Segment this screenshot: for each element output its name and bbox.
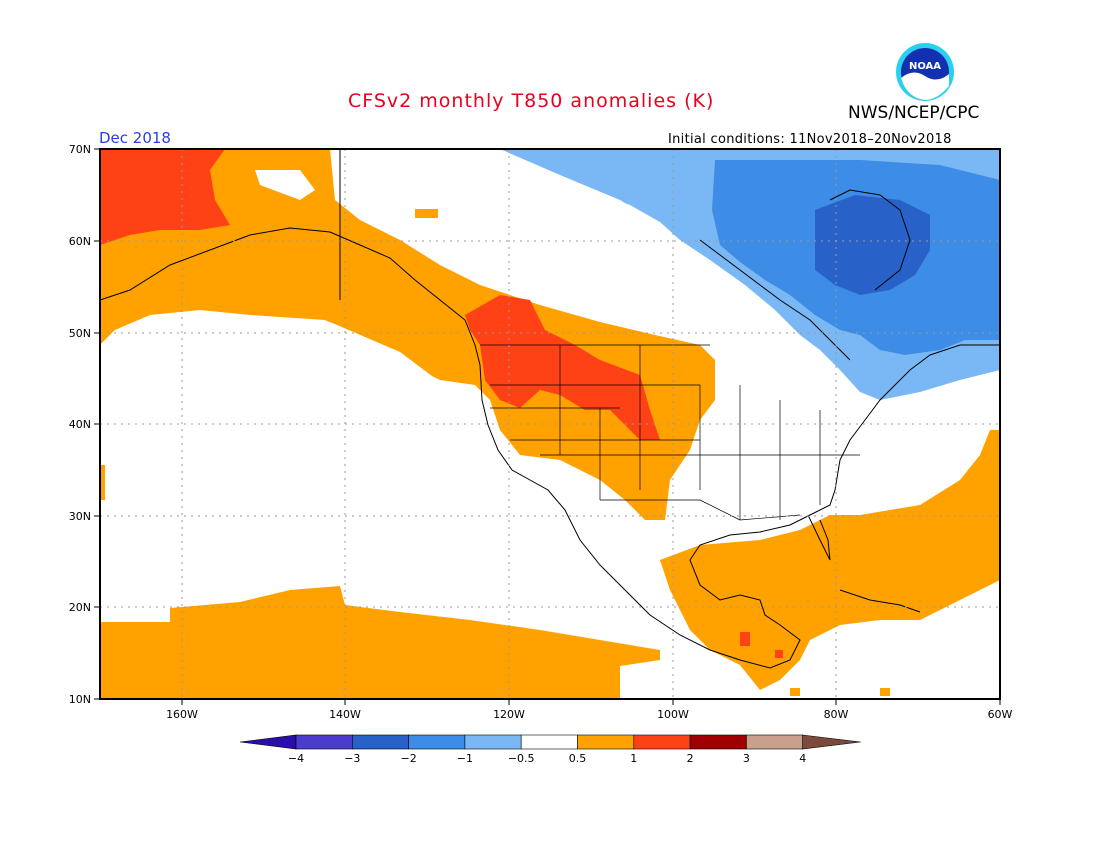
colorbar-arrow-low	[239, 734, 297, 750]
colorbar-segment	[633, 734, 691, 750]
lon-label: 160W	[166, 708, 198, 721]
lat-label: 20N	[69, 601, 91, 614]
colorbar-segment	[408, 734, 466, 750]
colorbar-segment	[351, 734, 409, 750]
colorbar-label: −4	[288, 752, 304, 765]
lat-label: 60N	[69, 235, 91, 248]
forecast-period: Dec 2018	[99, 129, 171, 147]
agency-label: NWS/NCEP/CPC	[848, 103, 980, 123]
colorbar-segment	[746, 734, 804, 750]
colorbar-label: 1	[630, 752, 637, 765]
colorbar-label: 2	[687, 752, 694, 765]
lon-label: 120W	[493, 708, 525, 721]
anomaly-fill	[100, 149, 1000, 699]
lon-label: 60W	[988, 708, 1013, 721]
lon-label: 80W	[824, 708, 849, 721]
lat-label: 10N	[69, 693, 91, 706]
lat-label: 40N	[69, 418, 91, 431]
borders	[480, 344, 860, 521]
colorbar-segment	[295, 734, 353, 750]
colorbar-label: 4	[799, 752, 806, 765]
initial-conditions: Initial conditions: 11Nov2018–20Nov2018	[668, 132, 952, 147]
gridlines	[100, 149, 1000, 699]
colorbar-label: −2	[400, 752, 416, 765]
colorbar-label: 0.5	[569, 752, 587, 765]
map-title: CFSv2 monthly T850 anomalies (K)	[348, 90, 715, 112]
lat-label: 30N	[69, 510, 91, 523]
noaa-logo: NOAA	[895, 42, 955, 102]
lat-label: 70N	[69, 143, 91, 156]
latitude-labels: 70N 60N 50N 40N 30N 20N 10N	[69, 143, 91, 706]
colorbar-segment	[577, 734, 635, 750]
colorbar-segment	[520, 734, 578, 750]
colorbar-label: −0.5	[508, 752, 535, 765]
lon-label: 140W	[329, 708, 361, 721]
colorbar-segment	[689, 734, 747, 750]
svg-text:NOAA: NOAA	[909, 61, 941, 72]
colorbar-label: −1	[457, 752, 473, 765]
lat-label: 50N	[69, 327, 91, 340]
colorbar-label: 3	[743, 752, 750, 765]
longitude-labels: 160W 140W 120W 100W 80W 60W	[166, 708, 1012, 721]
colorbar: −4 −3 −2 −1 −0.5 0.5 1 2 3 4	[239, 734, 861, 765]
colorbar-segment	[464, 734, 522, 750]
colorbar-arrow-high	[802, 734, 861, 750]
lon-label: 100W	[657, 708, 689, 721]
tick-marks	[94, 148, 1001, 705]
colorbar-label: −3	[344, 752, 360, 765]
